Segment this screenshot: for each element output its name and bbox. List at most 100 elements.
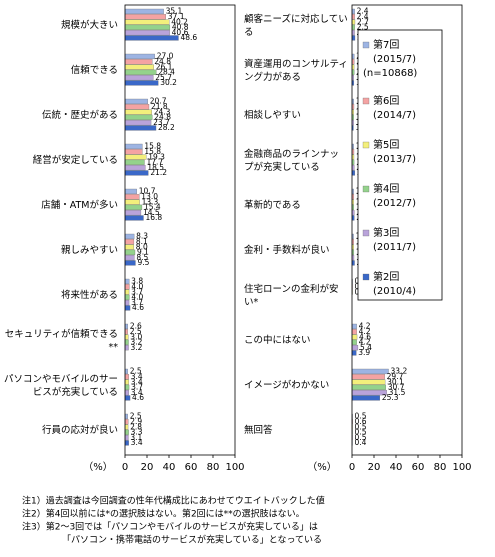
legend-label: 第2回 — [373, 270, 399, 283]
bar — [124, 170, 149, 176]
value-label: 40.6 — [172, 28, 189, 37]
category-label: 規模が大きい — [60, 20, 118, 31]
x-tick-label: 100 — [225, 462, 244, 473]
value-label: 17.7 — [146, 158, 163, 167]
value-label: 3.4 — [131, 377, 143, 386]
note: 注1）過去調査は今回調査の性年代構成比にあわせてウエイトバックした値 — [22, 495, 325, 507]
value-label: 2.8 — [130, 422, 142, 431]
value-label: 3.2 — [131, 343, 143, 352]
value-label: 8.5 — [136, 253, 148, 262]
category-text: 革新的である — [244, 200, 301, 211]
legend-period: (2011/7) — [373, 242, 416, 253]
bar — [124, 368, 128, 375]
bar — [124, 188, 137, 195]
value-label: 35.1 — [166, 7, 183, 16]
bar — [124, 149, 143, 155]
x-tick-label: 20 — [141, 462, 154, 473]
value-label: 3.7 — [131, 287, 143, 296]
bar — [124, 8, 164, 15]
bar — [124, 14, 166, 20]
category-label: 革新的である — [244, 200, 301, 211]
x-axis-unit: （%） — [83, 461, 113, 473]
legend-swatch — [362, 141, 370, 149]
value-label: 30.2 — [160, 78, 177, 87]
value-label: 21.2 — [150, 168, 167, 177]
value-label: 28.2 — [158, 123, 175, 132]
value-label: 37.1 — [168, 12, 185, 21]
bar — [124, 278, 130, 285]
value-label: 23.7 — [153, 118, 170, 127]
value-label: 4.0 — [131, 282, 143, 291]
bar — [124, 53, 155, 60]
bar — [124, 80, 159, 86]
bar — [124, 384, 130, 390]
category-label: 無回答 — [244, 425, 273, 436]
category-text: パソコンやモバイルのサービスが充実している — [3, 373, 118, 398]
x-tick-label: 0 — [349, 462, 355, 473]
value-label: 3.2 — [131, 338, 143, 347]
value-label: 4.6 — [359, 332, 371, 341]
bar — [124, 165, 146, 171]
category-label: この中にはない — [244, 335, 311, 346]
bar — [124, 334, 129, 340]
bar — [351, 379, 386, 385]
value-label: 0.5 — [355, 422, 367, 431]
value-label: 3.9 — [358, 348, 370, 357]
legend-swatch — [362, 97, 370, 105]
category-label: 将来性がある — [61, 290, 118, 301]
value-label: 8.3 — [136, 232, 148, 241]
bar — [124, 239, 135, 245]
bar — [124, 30, 170, 36]
category-label: 相談しやすい — [244, 110, 301, 121]
category-text: 金利・手数料が良い — [244, 245, 330, 256]
bar — [351, 329, 357, 335]
bar — [124, 440, 129, 446]
bar — [124, 300, 130, 306]
bar — [124, 35, 179, 41]
legend-period: (2013/7) — [373, 154, 416, 165]
value-label: 40.8 — [172, 23, 189, 32]
bar — [124, 98, 148, 105]
bar — [351, 395, 380, 401]
bar — [124, 323, 129, 330]
bar — [124, 75, 154, 81]
bar — [124, 210, 142, 216]
legend-label: 第6回 — [373, 94, 399, 107]
value-label: 15.8 — [144, 147, 161, 156]
category-label: パソコンやモバイルのサービスが充実している — [3, 373, 118, 398]
category-text: 伝統・歴史がある — [41, 110, 118, 121]
bar — [124, 339, 129, 345]
bar — [124, 194, 140, 200]
value-label: 4.0 — [131, 293, 143, 302]
value-label: 16.8 — [145, 213, 162, 222]
value-label: 21.8 — [151, 102, 168, 111]
category-label: 行員の応対が良い — [42, 425, 118, 436]
category-text: 規模が大きい — [60, 20, 118, 31]
bar — [124, 114, 153, 120]
bar — [124, 233, 135, 240]
bar — [124, 109, 152, 115]
bar — [124, 435, 129, 441]
value-label: 25.7 — [155, 73, 172, 82]
category-text: 金融商品のラインナップが充実している — [244, 148, 340, 173]
value-label: 13.3 — [142, 197, 159, 206]
plot-frame — [351, 4, 463, 456]
bar — [124, 255, 135, 261]
bar — [351, 35, 356, 41]
category-text: イメージがわかない — [244, 380, 330, 391]
bar — [351, 384, 386, 390]
bar — [124, 199, 140, 205]
bar — [124, 419, 129, 425]
value-label: 3.7 — [131, 298, 143, 307]
bar — [124, 125, 157, 131]
category-label: 金利・手数料が良い — [244, 245, 330, 256]
x-tick-label: 20 — [368, 462, 381, 473]
plot-frame — [124, 4, 236, 456]
category-label: 伝統・歴史がある — [41, 110, 118, 121]
legend-swatch — [362, 273, 370, 281]
value-label: 2.5 — [130, 412, 142, 421]
category-label: 資産運用のコンサルティング力がある — [244, 59, 348, 83]
category-text: 相談しやすい — [244, 110, 301, 121]
value-label: 4.2 — [359, 322, 371, 331]
